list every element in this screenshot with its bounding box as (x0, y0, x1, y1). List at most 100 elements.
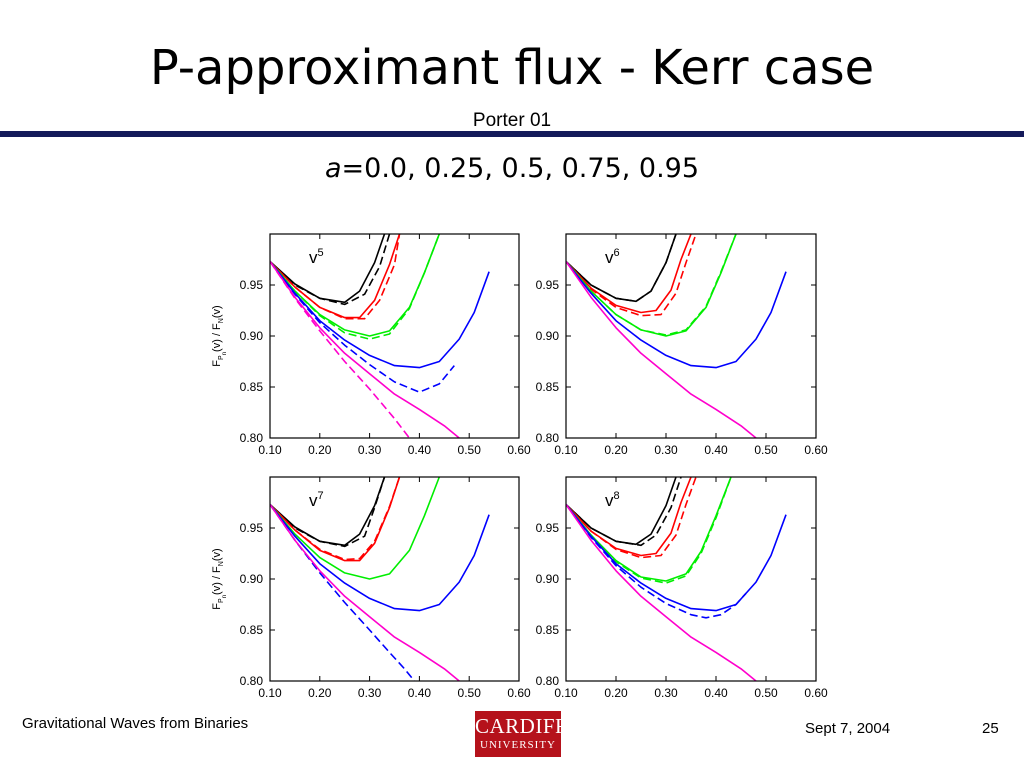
series-line-a0.0-dashed (270, 261, 411, 438)
x-tick-label: 0.60 (804, 443, 828, 457)
y-label-sub-p: P (218, 598, 225, 603)
y-tick-label: 0.90 (536, 572, 560, 586)
x-tick-label: 0.20 (308, 443, 332, 457)
y-axis-label: FPn(v) / FN(v) (211, 548, 228, 609)
series-group (566, 477, 787, 681)
x-tick-label: 0.60 (507, 443, 531, 457)
x-tick-label: 0.40 (408, 686, 432, 700)
footer-left: Gravitational Waves from Binaries (22, 715, 249, 732)
series-line-a0.95-solid (270, 234, 386, 304)
panel-label-base: v (309, 248, 318, 267)
x-tick-label: 0.40 (704, 686, 728, 700)
series-line-a0.75-dashed (270, 477, 401, 561)
y-label-arg2: (v) (211, 548, 223, 561)
y-tick-label: 0.85 (536, 623, 560, 637)
series-line-a0.5-dashed (566, 234, 737, 336)
y-tick-label: 0.90 (240, 572, 264, 586)
x-tick-label: 0.10 (258, 686, 282, 700)
x-tick-label: 0.40 (704, 443, 728, 457)
x-tick-label: 0.60 (507, 686, 531, 700)
y-tick-label: 0.80 (536, 674, 560, 688)
panel-label-exponent: 7 (318, 490, 324, 502)
spin-symbol: a (324, 153, 342, 184)
y-tick-label: 0.95 (536, 521, 560, 535)
series-line-a0.25-dashed (270, 261, 455, 393)
y-label-arg1: (v) / F (211, 323, 223, 352)
y-tick-label: 0.90 (240, 329, 264, 343)
series-line-a0.95-solid (270, 477, 386, 547)
series-group (566, 234, 787, 438)
chart-panel-v5: 0.10 0.20 0.30 0.40 0.50 0.60 0.80 0.85 0.90 0.95… (211, 233, 531, 457)
university-logo: CARDIFF UNIVERSITY (475, 711, 568, 757)
x-tick-label: 0.20 (308, 686, 332, 700)
panel-label-base: v (605, 248, 614, 267)
title-rule (0, 131, 1024, 137)
series-line-a0.95-dashed (270, 234, 391, 306)
y-label-sub-n: n (222, 595, 228, 598)
spin-parameters: a=0.0, 0.25, 0.5, 0.75, 0.95 (0, 153, 1024, 184)
x-tick-label: 0.50 (458, 443, 482, 457)
series-line-a0.5-solid (270, 477, 441, 580)
y-tick-label: 0.80 (240, 674, 264, 688)
series-line-a0.95-dashed (566, 234, 677, 303)
x-tick-label: 0.60 (804, 686, 828, 700)
x-tick-label: 0.30 (358, 443, 382, 457)
x-tick-label: 0.10 (258, 443, 282, 457)
slide-title: P-approximant flux - Kerr case (149, 40, 875, 96)
series-line-a0.5-dashed (270, 234, 441, 340)
x-tick-label: 0.50 (754, 686, 778, 700)
y-label-arg1: (v) / F (211, 566, 223, 595)
y-tick-label: 0.85 (536, 380, 560, 394)
plot-frame (269, 476, 520, 682)
series-line-a0.25-solid (270, 261, 490, 369)
page-number: 25 (982, 720, 999, 737)
y-label-arg2: (v) (211, 305, 223, 318)
y-label-sub-N: N (218, 318, 225, 323)
series-line-a0.5-solid (566, 477, 732, 582)
y-label-f1: F (211, 603, 223, 610)
y-label-f1: F (211, 360, 223, 367)
series-line-a0.95-solid (566, 234, 677, 303)
logo-bottom-text: UNIVERSITY (480, 739, 556, 751)
y-label-sub-n: n (222, 352, 228, 355)
panel-label: v6 (605, 247, 620, 267)
y-label-sub-p: P (218, 355, 225, 360)
x-tick-label: 0.30 (654, 443, 678, 457)
y-tick-label: 0.85 (240, 623, 264, 637)
series-group (270, 477, 490, 681)
series-line-a0.75-solid (566, 234, 692, 314)
slide-subtitle: Porter 01 (472, 110, 552, 131)
panel-label-base: v (605, 491, 614, 510)
series-line-a0.75-dashed (566, 234, 697, 317)
panel-label: v5 (309, 247, 324, 267)
series-line-a0.25-dashed (566, 504, 747, 619)
footer-date: Sept 7, 2004 (805, 720, 891, 737)
series-line-a0.25-solid (270, 504, 490, 612)
x-tick-label: 0.20 (604, 686, 628, 700)
logo-top-text: CARDIFF (475, 714, 568, 738)
series-line-a0.0-solid (566, 504, 757, 681)
panel-label-base: v (309, 491, 318, 510)
y-tick-label: 0.90 (536, 329, 560, 343)
panel-label-exponent: 8 (614, 490, 620, 502)
series-line-a0.0-solid (270, 504, 460, 681)
plot-frame (565, 233, 817, 439)
x-tick-label: 0.50 (754, 443, 778, 457)
x-tick-label: 0.40 (408, 443, 432, 457)
x-tick-label: 0.20 (604, 443, 628, 457)
spin-values: =0.0, 0.25, 0.5, 0.75, 0.95 (341, 153, 700, 184)
x-tick-label: 0.30 (654, 686, 678, 700)
x-tick-label: 0.50 (458, 686, 482, 700)
y-label-sub-N: N (218, 561, 225, 566)
plot-frame (269, 233, 520, 439)
y-tick-label: 0.95 (536, 278, 560, 292)
x-tick-label: 0.10 (554, 443, 578, 457)
panel-label-exponent: 5 (318, 247, 324, 259)
y-tick-label: 0.95 (240, 521, 264, 535)
series-line-a0.0-solid (566, 261, 757, 438)
series-line-a0.75-dashed (270, 234, 401, 320)
y-axis-label: FPn(v) / FN(v) (211, 305, 228, 366)
series-line-a0.25-solid (566, 504, 787, 612)
y-tick-label: 0.85 (240, 380, 264, 394)
panel-label: v7 (309, 490, 324, 510)
